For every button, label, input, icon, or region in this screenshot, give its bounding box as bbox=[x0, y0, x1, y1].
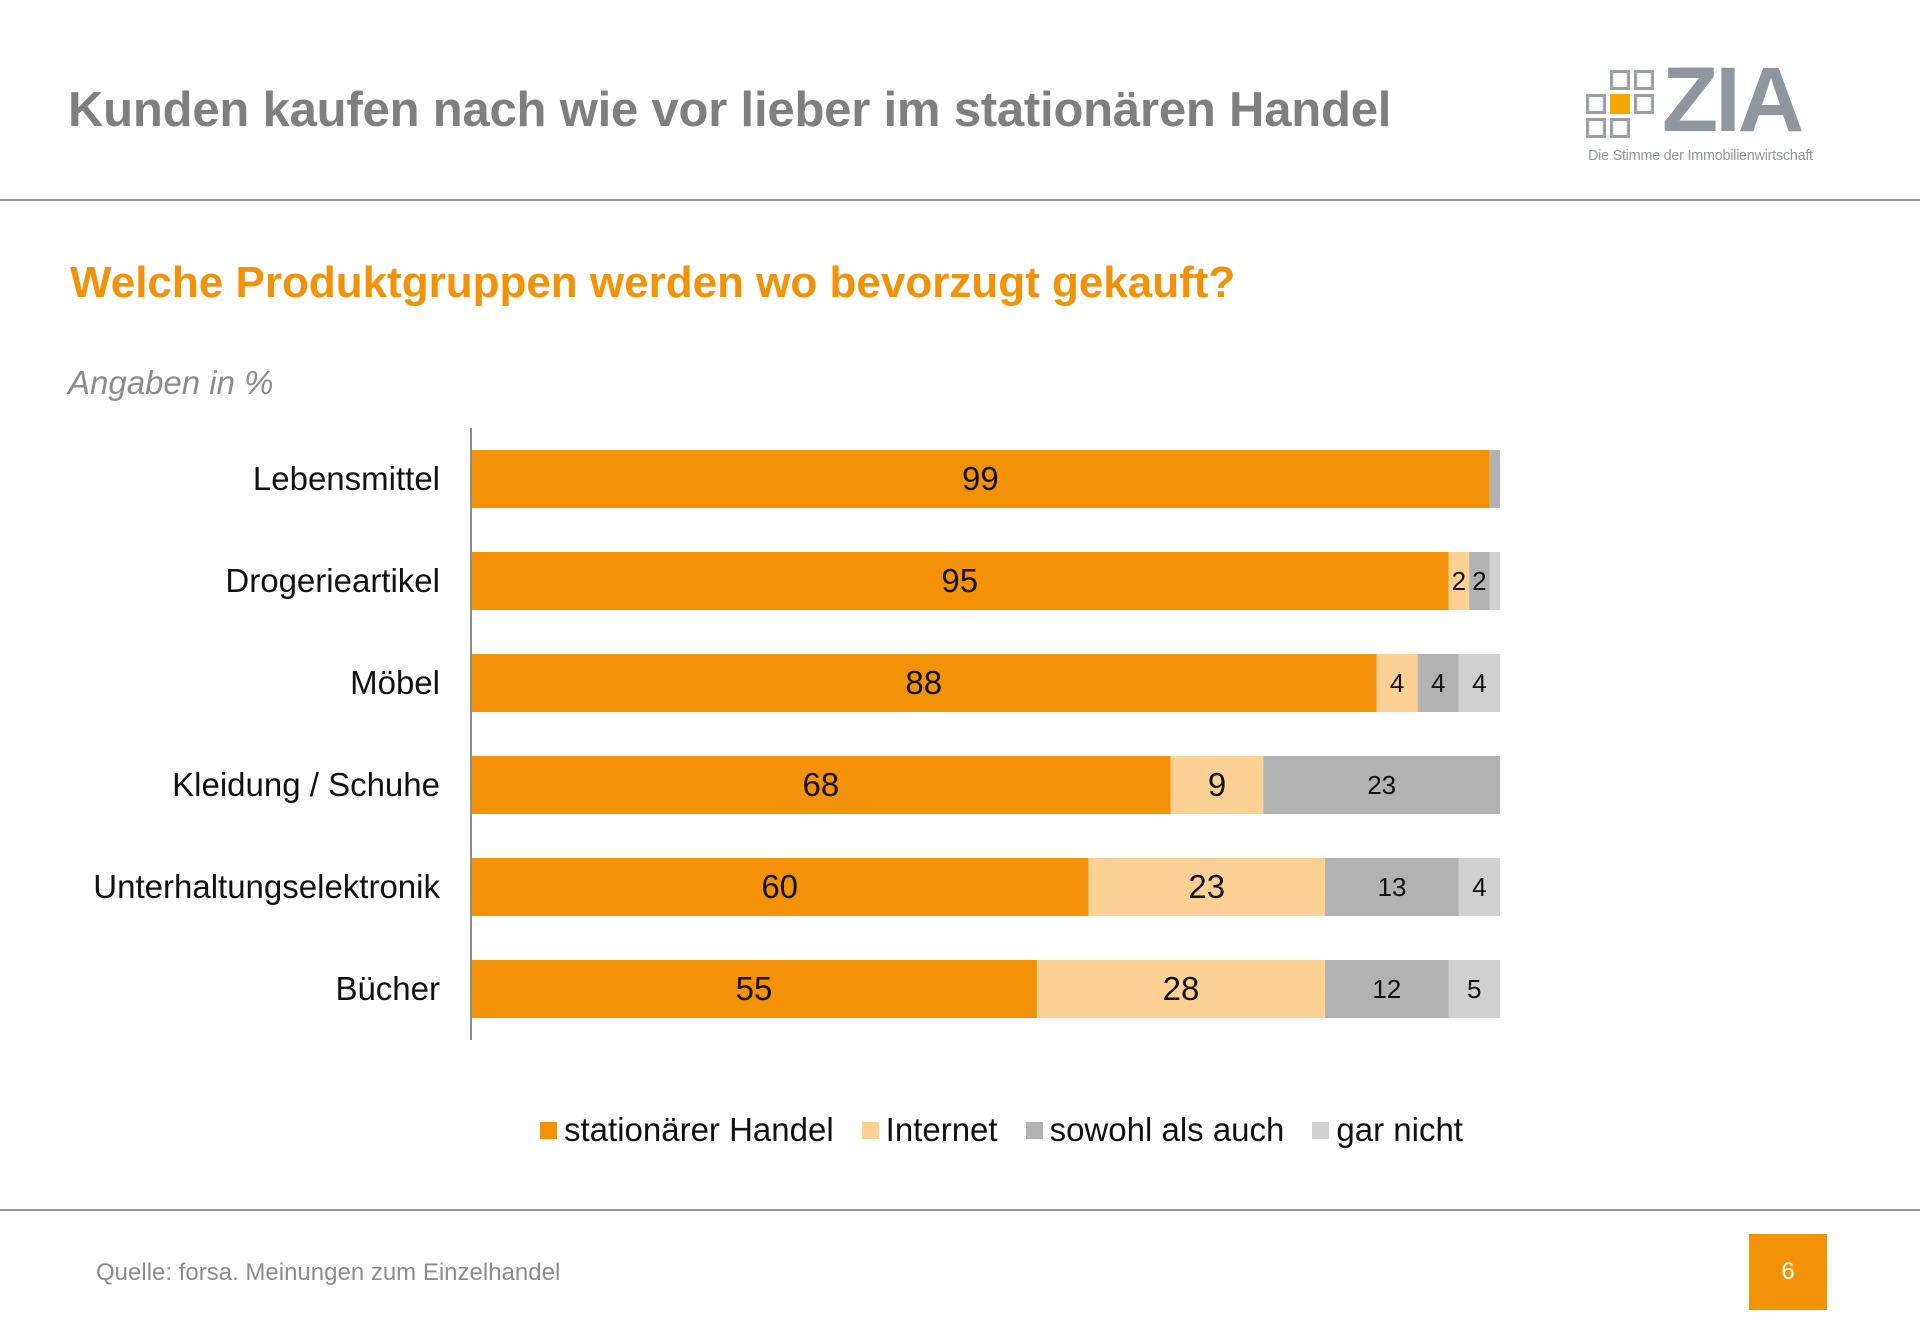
logo-square-icon bbox=[1586, 94, 1606, 114]
bar-segment-sowohl-als-auch bbox=[1325, 960, 1449, 1018]
chart-legend: stationärer Handel Internet sowohl als auc… bbox=[540, 1108, 1491, 1152]
logo-square-icon bbox=[1610, 118, 1630, 138]
logo-square-icon bbox=[1634, 70, 1654, 90]
bar-segment-station-rer-handel bbox=[471, 960, 1037, 1018]
bar-segment-gar-nicht bbox=[1458, 858, 1500, 916]
value-label: 28 bbox=[1163, 970, 1200, 1007]
value-label: 12 bbox=[1372, 974, 1401, 1004]
bar-segment-sowohl-als-auch bbox=[1325, 858, 1459, 916]
bar-segment-sowohl-als-auch bbox=[1417, 654, 1459, 712]
footer-divider bbox=[0, 1209, 1920, 1211]
value-label: 9 bbox=[1208, 766, 1226, 803]
bar-segment-gar-nicht bbox=[1489, 552, 1500, 610]
value-label: 4 bbox=[1472, 668, 1486, 698]
value-label: 23 bbox=[1367, 770, 1396, 800]
bar-segment-sowohl-als-auch bbox=[1469, 552, 1490, 610]
bar-segment-internet bbox=[1448, 552, 1470, 610]
legend-label: sowohl als auch bbox=[1049, 1111, 1285, 1148]
bar-segment-internet bbox=[1170, 756, 1264, 814]
value-label: 4 bbox=[1431, 668, 1445, 698]
legend-swatch-icon bbox=[861, 1121, 879, 1139]
chart-title: Welche Produktgruppen werden wo bevorzug… bbox=[70, 258, 1236, 307]
page-number-badge: 6 bbox=[1749, 1234, 1827, 1310]
value-label: 2 bbox=[1472, 566, 1486, 596]
value-label: 95 bbox=[941, 562, 978, 599]
legend-label: Internet bbox=[885, 1111, 998, 1148]
value-label: 68 bbox=[803, 766, 840, 803]
bar-segment-station-rer-handel bbox=[471, 756, 1171, 814]
legend-swatch-icon bbox=[1312, 1121, 1330, 1139]
category-label: Kleidung / Schuhe bbox=[172, 766, 440, 803]
logo-square-highlight-icon bbox=[1610, 94, 1630, 114]
bar-segment-station-rer-handel bbox=[471, 450, 1490, 508]
legend-item: stationärer Handel bbox=[540, 1111, 834, 1149]
bar-segment-internet bbox=[1036, 960, 1326, 1018]
legend-label: gar nicht bbox=[1336, 1111, 1463, 1148]
unit-note: Angaben in % bbox=[68, 364, 274, 401]
category-label: Lebensmittel bbox=[253, 460, 440, 497]
bar-segment-station-rer-handel bbox=[471, 552, 1449, 610]
legend-item: Internet bbox=[861, 1111, 998, 1149]
value-label: 2 bbox=[1452, 566, 1466, 596]
logo-wordmark: ZIA bbox=[1662, 49, 1804, 151]
bar-segment-station-rer-handel bbox=[471, 654, 1377, 712]
value-label: 4 bbox=[1390, 668, 1404, 698]
legend-item: gar nicht bbox=[1312, 1111, 1463, 1149]
category-label: Möbel bbox=[350, 664, 440, 701]
logo-square-icon bbox=[1586, 118, 1606, 138]
value-label: 23 bbox=[1188, 868, 1225, 905]
legend-item: sowohl als auch bbox=[1025, 1111, 1285, 1149]
bar-segment-internet bbox=[1376, 654, 1418, 712]
value-label: 99 bbox=[962, 460, 999, 497]
source-note: Quelle: forsa. Meinungen zum Einzelhande… bbox=[96, 1259, 561, 1286]
legend-label: stationärer Handel bbox=[564, 1111, 834, 1148]
category-label: Drogerieartikel bbox=[225, 562, 440, 599]
bars-group bbox=[471, 450, 1500, 1018]
bar-segment-gar-nicht bbox=[1458, 654, 1500, 712]
legend-swatch-icon bbox=[540, 1121, 557, 1139]
bar-segment-station-rer-handel bbox=[471, 858, 1089, 916]
category-labels-group: Lebensmittel Drogerieartikel Möbel Kleidung… bbox=[93, 460, 440, 1007]
bar-segment-internet bbox=[1088, 858, 1326, 916]
zia-logo: ZIA Die Stimme der Immobilienwirtschaft bbox=[1586, 54, 1826, 168]
logo-square-icon bbox=[1610, 70, 1630, 90]
logo-tagline: Die Stimme der Immobilienwirtschaft bbox=[1588, 148, 1813, 164]
header-divider bbox=[0, 199, 1920, 201]
bar-segment-gar-nicht bbox=[1448, 960, 1500, 1018]
bar-segment-sowohl-als-auch bbox=[1263, 756, 1500, 814]
logo-square-icon bbox=[1634, 94, 1654, 114]
bar-segment-sowohl-als-auch bbox=[1489, 450, 1500, 508]
legend-swatch-icon bbox=[1025, 1121, 1043, 1139]
category-label: Unterhaltungselektronik bbox=[93, 868, 440, 905]
value-label: 13 bbox=[1377, 872, 1406, 902]
page-title: Kunden kaufen nach wie vor lieber im sta… bbox=[68, 83, 1392, 137]
value-label: 4 bbox=[1472, 872, 1486, 902]
value-label: 55 bbox=[736, 970, 773, 1007]
value-label: 88 bbox=[905, 664, 942, 701]
value-label: 60 bbox=[761, 868, 798, 905]
category-label: Bücher bbox=[335, 970, 440, 1007]
value-label: 5 bbox=[1467, 974, 1481, 1004]
